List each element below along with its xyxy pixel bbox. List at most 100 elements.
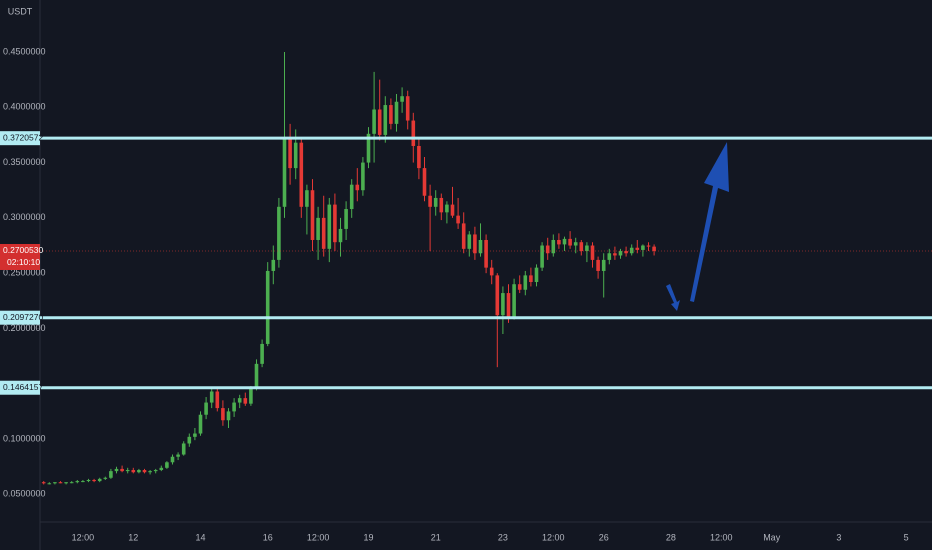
candle-body — [629, 247, 634, 254]
level-label: 0.3720572 — [3, 132, 43, 142]
candle-body — [573, 242, 578, 246]
candle-body — [148, 471, 152, 473]
candle-body — [137, 470, 141, 473]
candle-body — [445, 204, 449, 213]
candle-body — [400, 96, 404, 102]
y-tick-label: 0.2000000 — [3, 323, 46, 333]
candle-body — [422, 168, 427, 196]
candle-body — [321, 217, 326, 249]
candle-body — [249, 388, 253, 404]
x-tick-label: 12:00 — [710, 532, 733, 542]
candle-body — [181, 443, 186, 455]
y-tick-label: 0.2500000 — [3, 268, 46, 278]
candle-body — [41, 482, 46, 484]
candle-body — [237, 398, 242, 403]
candle-body — [277, 206, 281, 260]
candle-body — [349, 184, 354, 210]
candle-body — [176, 454, 180, 457]
candle-body — [293, 142, 298, 169]
candle-body — [47, 483, 52, 485]
candle-body — [64, 482, 68, 484]
candle-body — [484, 239, 488, 268]
candle-body — [596, 259, 600, 271]
candle-body — [344, 209, 348, 229]
candle-body — [75, 481, 80, 483]
candle-body — [254, 363, 259, 389]
x-tick-label: 26 — [599, 532, 609, 542]
candle-body — [417, 145, 421, 169]
candle-body — [601, 259, 606, 271]
x-tick-label: 14 — [195, 532, 205, 542]
candle-body — [618, 251, 623, 256]
candle-body — [473, 234, 477, 254]
x-tick-label: 16 — [263, 532, 273, 542]
candle-body — [58, 482, 63, 484]
x-tick-label: 5 — [904, 532, 909, 542]
x-tick-label: 19 — [363, 532, 373, 542]
candle-body — [439, 197, 444, 213]
candle-body — [529, 275, 533, 283]
candle-body — [590, 245, 595, 260]
candle-body — [310, 190, 315, 240]
candle-body — [288, 138, 292, 169]
large-arrow — [690, 142, 729, 302]
candle-body — [215, 391, 220, 409]
candle-body — [585, 245, 589, 252]
candle-body — [501, 293, 505, 316]
candle-body — [260, 343, 264, 364]
y-tick-label: 0.3000000 — [3, 212, 46, 222]
small-arrow — [666, 284, 680, 311]
candle-body — [81, 481, 85, 483]
candle-body — [131, 470, 136, 473]
candle-body — [305, 190, 309, 207]
candle-body — [377, 109, 382, 135]
level-label-box — [0, 131, 40, 146]
y-tick-label: 0.3500000 — [3, 157, 46, 167]
candle-body — [467, 234, 472, 249]
y-tick-label: 0.0500000 — [3, 489, 46, 499]
candle-body — [557, 239, 561, 245]
candle-body — [551, 239, 556, 254]
candle-body — [92, 479, 96, 482]
x-tick-label: 21 — [431, 532, 441, 542]
candle-body — [53, 482, 57, 484]
x-tick-label: 12:00 — [72, 532, 95, 542]
candle-body — [120, 468, 124, 472]
candle-body — [109, 471, 113, 478]
candle-body — [372, 109, 376, 134]
candle-body — [383, 105, 388, 135]
plot: 0.4500000 0.4000000 0.3500000 0.3000000 0.25… — [3, 46, 932, 542]
candle-body — [271, 259, 276, 271]
candle-body — [221, 408, 225, 421]
candle-body — [613, 253, 617, 256]
candle-body — [433, 197, 438, 207]
candle-body — [389, 105, 393, 124]
y-tick-label: 0.1000000 — [3, 433, 46, 443]
candle-body — [517, 284, 522, 290]
y-tick-label: 0.4000000 — [3, 102, 46, 112]
candle-body — [187, 436, 192, 444]
candle-body — [69, 482, 74, 484]
candle-body — [338, 228, 343, 243]
candle-body — [355, 184, 360, 191]
candle-body — [142, 470, 147, 473]
candle-body — [159, 467, 164, 471]
candle-body — [316, 217, 320, 240]
candle-body — [170, 456, 175, 463]
candle-body — [405, 96, 410, 121]
candle-body — [607, 253, 612, 260]
x-tick-label: May — [763, 532, 781, 542]
candle-body — [327, 204, 332, 249]
candle-body — [193, 433, 197, 437]
candle-body — [545, 245, 550, 254]
candle-body — [153, 470, 158, 472]
candle-body — [411, 120, 416, 146]
candle-body — [243, 398, 248, 404]
candle-body — [562, 238, 567, 245]
candle-body — [635, 247, 640, 250]
candle-body — [512, 284, 516, 318]
candle-body — [226, 411, 231, 421]
candle-body — [540, 245, 544, 268]
